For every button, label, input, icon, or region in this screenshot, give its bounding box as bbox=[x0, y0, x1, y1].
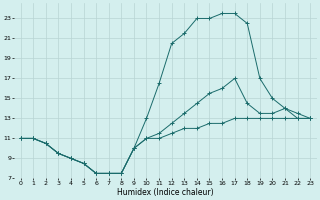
X-axis label: Humidex (Indice chaleur): Humidex (Indice chaleur) bbox=[117, 188, 214, 197]
